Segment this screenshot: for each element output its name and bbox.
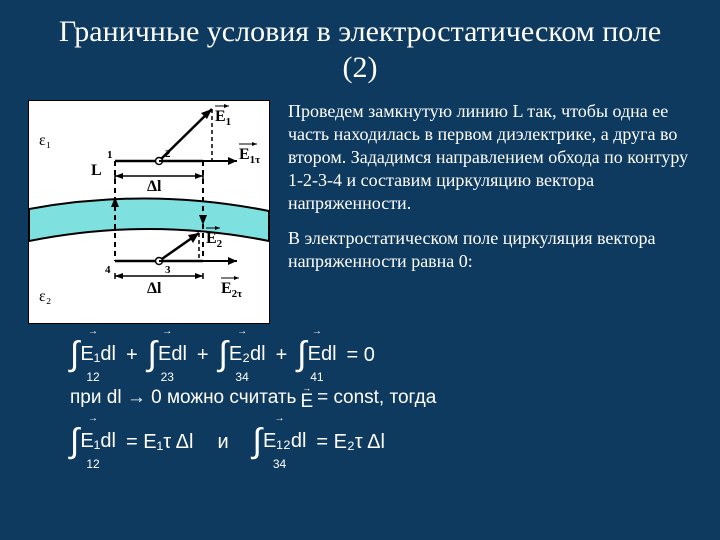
text-column: Проведем замкнутую линию L так, чтобы од… [270, 100, 692, 324]
eps2-label: ε₂ [39, 288, 51, 305]
node-1: 1 [107, 149, 113, 161]
dl-bot-label: Δl [147, 280, 162, 297]
content-row: ε₁ ε₂ L Δl Δl E1 E1τ E2 E2τ 1 2 3 4 [0, 94, 720, 324]
slide-title: Граничные условия в электростатическом п… [0, 0, 720, 94]
paragraph-2: В электростатическом поле циркуляция век… [288, 227, 692, 273]
dielectric-band [29, 198, 269, 241]
E2t-label: E2τ [221, 280, 242, 300]
L-label: L [91, 162, 102, 179]
equation-line-1: → ∫E₁dl 12 + → ∫Edl 23 + → ∫E₂dl 34 + → … [70, 332, 720, 378]
vec-E: → E [300, 384, 313, 411]
int-term-3b: → ∫E₁₂dl 34 [253, 414, 307, 470]
eq1-rhs: = 0 [347, 344, 375, 367]
int-term-41: → ∫Edl 41 [297, 327, 336, 383]
eq3b-rhs: = E₂τ Δl [316, 431, 385, 454]
node-2: 2 [165, 148, 171, 160]
eq3-sep: и [203, 431, 242, 454]
dl-top-label: Δl [147, 178, 162, 195]
eq3a-rhs: = E₁τ Δl [126, 431, 193, 454]
figure-column: ε₁ ε₂ L Δl Δl E1 E1τ E2 E2τ 1 2 3 4 [28, 100, 270, 324]
int-term-3a: → ∫E₁dl 12 [70, 414, 116, 470]
E1t-label: E1τ [239, 146, 260, 166]
equation-line-3: → ∫E₁dl 12 = E₁τ Δl и → ∫E₁₂dl 34 = E₂τ … [70, 419, 720, 465]
node-4: 4 [105, 264, 111, 276]
paragraph-1: Проведем замкнутую линию L так, чтобы од… [288, 100, 692, 215]
equation-block: → ∫E₁dl 12 + → ∫Edl 23 + → ∫E₂dl 34 + → … [0, 324, 720, 465]
int-term-23: → ∫Edl 23 [148, 327, 187, 383]
int-term-12: → ∫E₁dl 12 [70, 327, 116, 383]
boundary-figure: ε₁ ε₂ L Δl Δl E1 E1τ E2 E2τ 1 2 3 4 [28, 100, 270, 324]
eps1-label: ε₁ [39, 132, 51, 149]
int-term-34: → ∫E₂dl 34 [219, 327, 266, 383]
figure-svg: ε₁ ε₂ L Δl Δl E1 E1τ E2 E2τ 1 2 3 4 [29, 101, 269, 323]
equation-line-2: при dl → 0 можно считать → E = const, то… [70, 384, 720, 411]
node-3: 3 [165, 264, 171, 276]
E1-label: E1 [215, 108, 231, 128]
vec-arrow-icon: → [88, 327, 98, 337]
slide: Граничные условия в электростатическом п… [0, 0, 720, 540]
